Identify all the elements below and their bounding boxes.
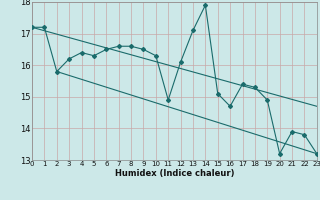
- X-axis label: Humidex (Indice chaleur): Humidex (Indice chaleur): [115, 169, 234, 178]
